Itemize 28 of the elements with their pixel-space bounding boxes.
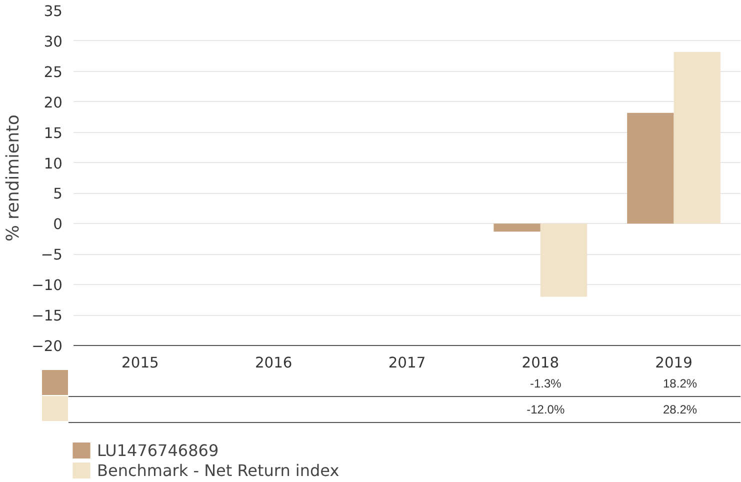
y-tick-label: 0 (53, 216, 63, 234)
bar (540, 224, 588, 297)
y-tick-label: 25 (44, 64, 63, 81)
y-tick-label: −10 (32, 277, 63, 294)
bar (674, 52, 720, 224)
x-tick-label: 2015 (122, 354, 159, 372)
y-tick-label: −15 (32, 308, 63, 325)
data-label: -1.3% (530, 376, 562, 391)
bar (494, 224, 540, 232)
y-axis-title: % rendimiento (4, 114, 24, 242)
data-label: 28.2% (663, 402, 698, 417)
x-tick-label: 2017 (388, 354, 426, 372)
legend-label: Benchmark - Net Return index (97, 460, 340, 480)
data-label: 18.2% (663, 376, 698, 391)
y-tick-label: −5 (40, 246, 63, 264)
y-tick-label: −20 (32, 338, 63, 355)
y-tick-label: 35 (44, 3, 63, 20)
x-tick-label: 2019 (655, 354, 692, 372)
legend-label: LU1476746869 (97, 440, 219, 460)
y-tick-label: 10 (44, 155, 63, 172)
y-tick-label: 30 (44, 33, 63, 50)
y-tick-label: 20 (44, 94, 63, 112)
y-tick-label: 15 (44, 124, 63, 142)
x-tick-label: 2016 (254, 354, 292, 372)
data-label: -12.0% (526, 402, 565, 417)
y-tick-label: 5 (53, 186, 63, 203)
x-tick-label: 2018 (522, 354, 560, 372)
bar (627, 112, 674, 224)
